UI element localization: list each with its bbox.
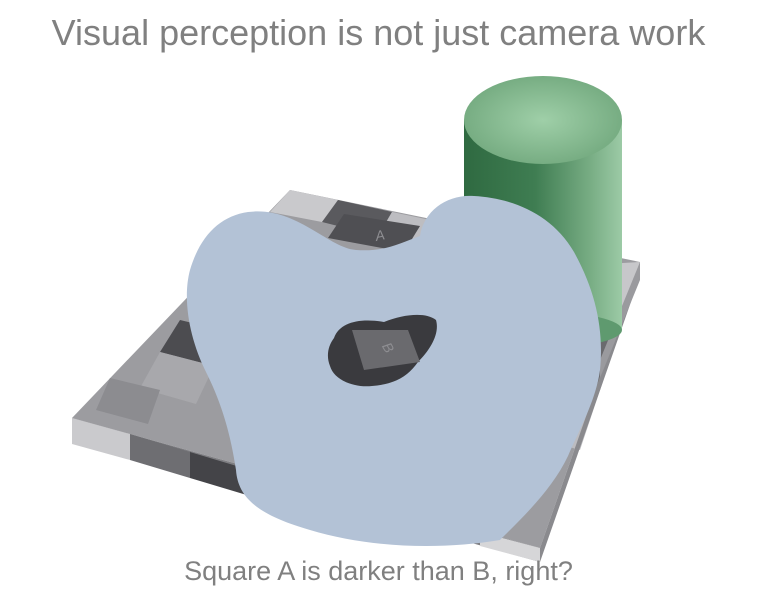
checker-tile	[96, 378, 160, 424]
square-b: B	[327, 314, 437, 387]
square-a: A	[328, 214, 420, 252]
slide-title: Visual perception is not just camera wor…	[51, 12, 706, 53]
square-a-label: A	[373, 226, 386, 244]
checker-tile	[270, 190, 338, 222]
slide-caption: Square A is darker than B, right?	[184, 556, 573, 586]
